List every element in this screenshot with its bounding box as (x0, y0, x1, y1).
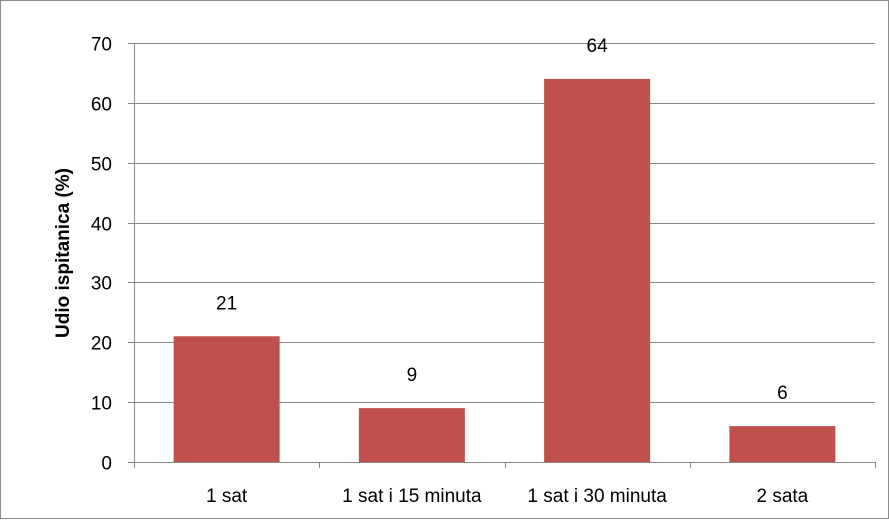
y-tick-label-2: 20 (91, 334, 112, 355)
y-tick-label-1: 10 (91, 394, 112, 415)
y-tick-label-6: 60 (91, 95, 112, 116)
data-labels: 21 9 64 6 (216, 36, 788, 404)
bar-1 (173, 336, 280, 462)
data-label-4: 6 (777, 383, 788, 404)
x-tick-label-1: 1 sat (206, 486, 248, 507)
y-axis-ticks: 0 10 20 30 40 50 60 70 (91, 35, 135, 475)
y-axis-title: Udio ispitanica (%) (53, 168, 74, 338)
bar-2 (358, 408, 465, 462)
y-tick-label-4: 40 (91, 215, 112, 236)
y-tick-label-7: 70 (91, 35, 112, 56)
data-label-1: 21 (216, 293, 237, 314)
bars (173, 78, 836, 463)
y-tick-label-3: 30 (91, 274, 112, 295)
y-tick-label-5: 50 (91, 155, 112, 176)
x-tick-label-3: 1 sat i 30 minuta (527, 486, 667, 507)
x-tick-label-4: 2 sata (756, 486, 808, 507)
data-label-2: 9 (407, 365, 418, 386)
y-tick-label-0: 0 (101, 454, 112, 475)
bar-3 (544, 78, 651, 463)
x-axis-ticks: 1 sat 1 sat i 15 minuta 1 sat i 30 minuta 2… (134, 462, 876, 507)
data-label-3: 64 (587, 36, 609, 57)
bar-4 (729, 426, 836, 462)
x-tick-label-2: 1 sat i 15 minuta (342, 486, 482, 507)
